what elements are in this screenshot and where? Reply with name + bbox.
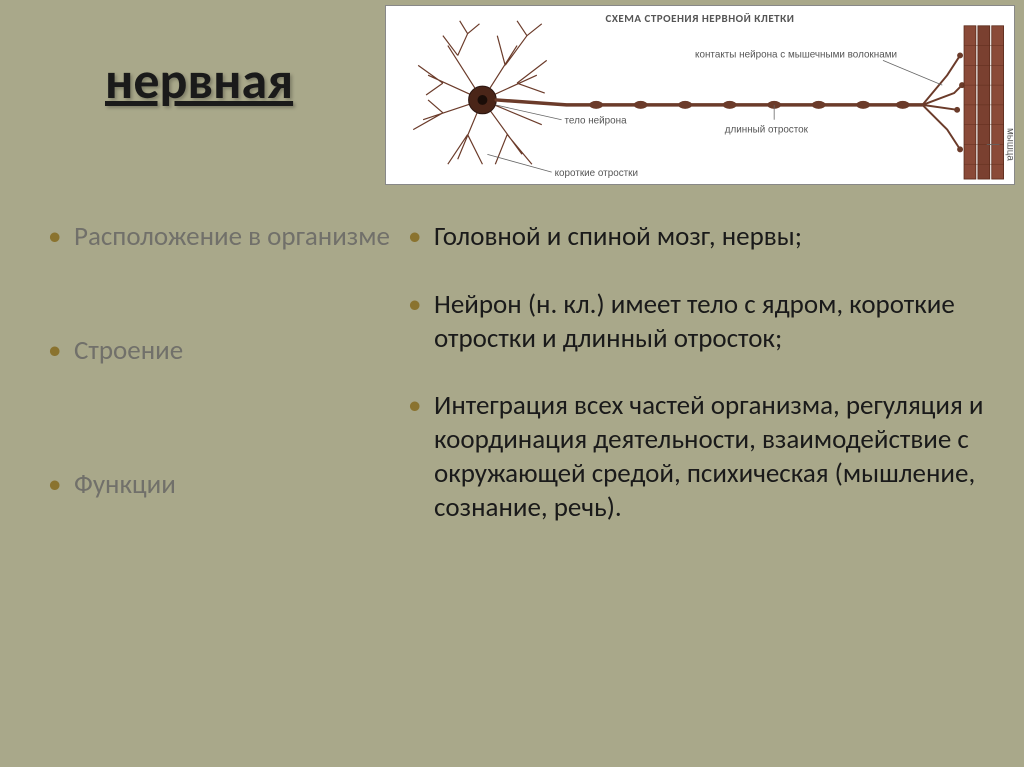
left-column: Расположение в организме Строение Функци… — [40, 220, 400, 737]
label-long: длинный отросток — [725, 125, 809, 136]
left-item: Функции — [40, 468, 390, 502]
right-item: Интеграция всех частей организма, регуля… — [400, 389, 984, 524]
slide-title: нервная — [105, 48, 293, 112]
label-body: тело нейрона — [565, 116, 628, 127]
right-item: Головной и спиной мозг, нервы; — [400, 220, 984, 254]
label-muscle-v: мышца — [1005, 128, 1014, 161]
slide: нервная СХЕМА СТРОЕНИЯ НЕРВНОЙ КЛЕТКИ — [0, 0, 1024, 767]
left-item: Расположение в организме — [40, 220, 390, 254]
right-item: Нейрон (н. кл.) имеет тело с ядром, коро… — [400, 288, 984, 356]
label-short: короткие отростки — [555, 168, 638, 179]
neuron-diagram: СХЕМА СТРОЕНИЯ НЕРВНОЙ КЛЕТКИ — [385, 5, 1015, 185]
left-item: Строение — [40, 334, 390, 368]
label-contacts: контакты нейрона с мышечными волокнами — [695, 49, 897, 60]
neuron-svg: тело нейрона короткие отростки длинный о… — [386, 6, 1014, 184]
content-area: Расположение в организме Строение Функци… — [40, 220, 984, 737]
right-column: Головной и спиной мозг, нервы; Нейрон (н… — [400, 220, 984, 737]
